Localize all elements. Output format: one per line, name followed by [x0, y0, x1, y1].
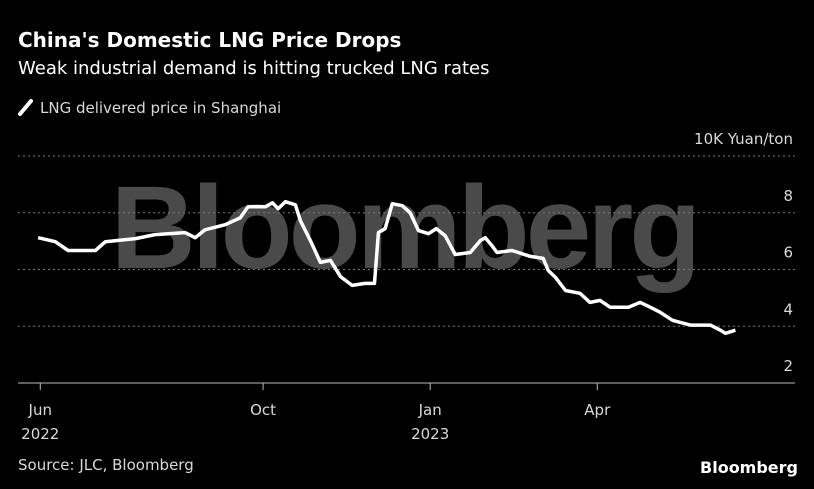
logo: Bloomberg: [700, 458, 798, 477]
legend-swatch: [18, 99, 33, 116]
source: Source: JLC, Bloomberg: [18, 456, 194, 474]
x-tick-label: Oct: [250, 401, 276, 419]
x-tick-label: Apr: [584, 401, 611, 419]
chart-subtitle: Weak industrial demand is hitting trucke…: [18, 58, 490, 79]
y-tick-label: 10K Yuan/ton: [694, 130, 793, 148]
y-tick-label: 2: [783, 357, 793, 375]
x-tick-label: Jan 2023: [411, 401, 449, 443]
legend-label: LNG delivered price in Shanghai: [40, 99, 281, 117]
y-tick-label: 6: [783, 244, 793, 262]
y-tick-label: 4: [783, 300, 793, 318]
chart-title: China's Domestic LNG Price Drops: [18, 28, 401, 52]
watermark: Bloomberg: [111, 162, 698, 294]
x-tick-label: Jun 2022: [21, 401, 59, 443]
y-tick-label: 8: [783, 187, 793, 205]
series-line: [37, 199, 736, 336]
